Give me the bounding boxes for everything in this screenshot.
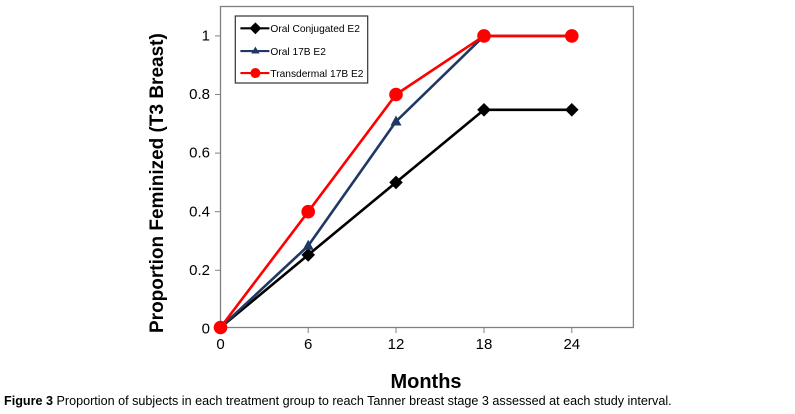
svg-text:0.6: 0.6 [189, 145, 210, 162]
svg-text:Transdermal 17B E2: Transdermal 17B E2 [270, 69, 363, 80]
svg-text:18: 18 [476, 336, 493, 353]
svg-text:6: 6 [304, 336, 312, 353]
svg-text:Oral 17B E2: Oral 17B E2 [270, 47, 326, 58]
svg-text:1: 1 [202, 28, 210, 45]
svg-text:0.4: 0.4 [189, 203, 210, 220]
svg-text:Months: Months [390, 371, 461, 393]
svg-text:0.8: 0.8 [189, 86, 210, 103]
svg-text:Proportion Feminized (T3 Breas: Proportion Feminized (T3 Breast) [147, 33, 168, 333]
svg-text:0: 0 [216, 336, 224, 353]
svg-text:Oral Conjugated E2: Oral Conjugated E2 [270, 24, 360, 35]
svg-text:0: 0 [202, 321, 210, 338]
svg-text:0.2: 0.2 [189, 262, 210, 279]
svg-text:12: 12 [388, 336, 405, 353]
svg-text:24: 24 [563, 336, 580, 353]
